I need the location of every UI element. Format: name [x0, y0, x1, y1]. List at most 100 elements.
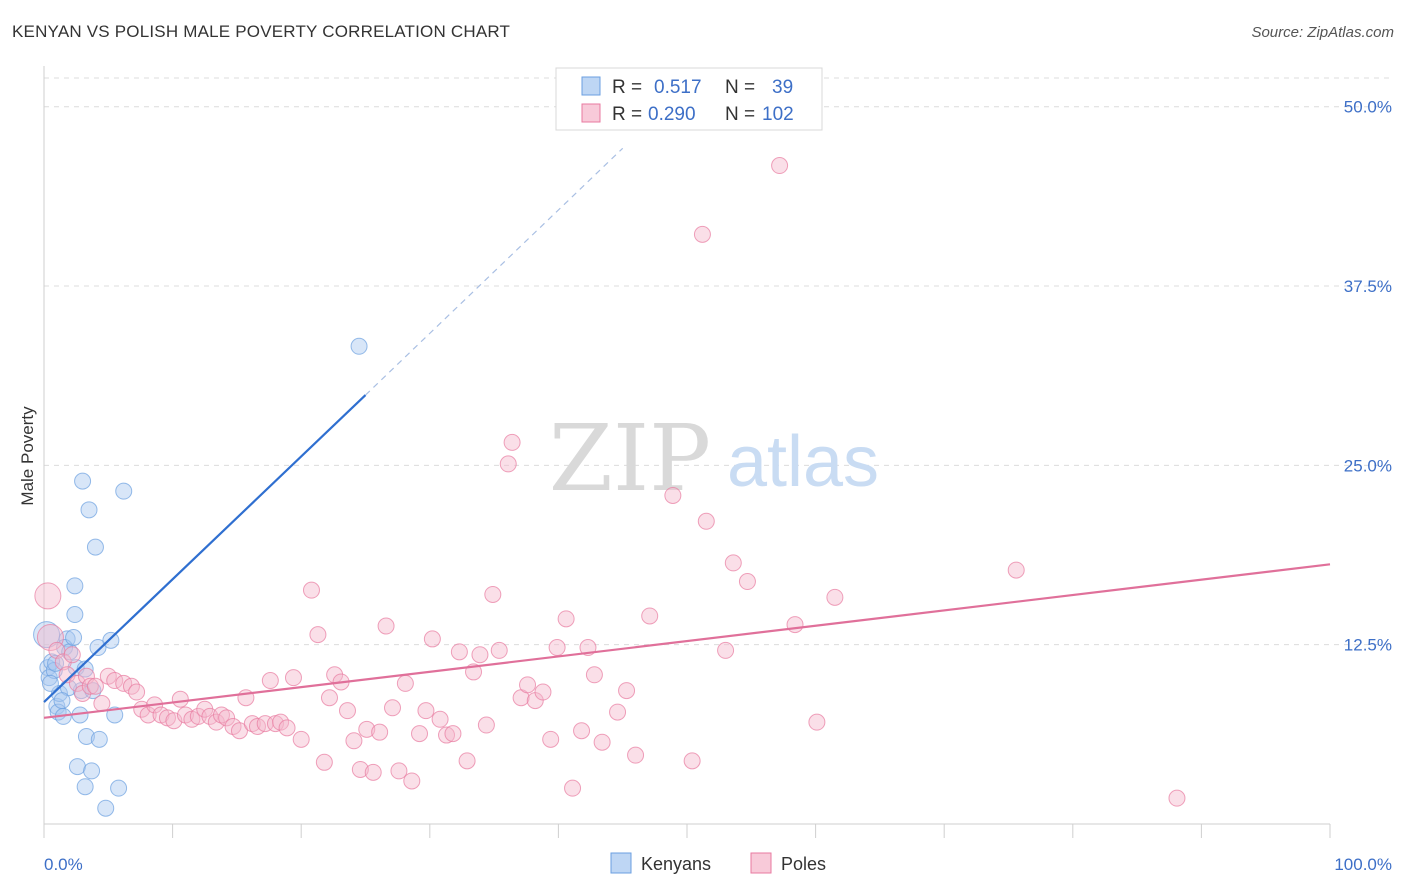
poles-point-42	[284, 669, 302, 687]
axes	[43, 66, 1331, 838]
source-credit: Source: ZipAtlas.com	[1251, 24, 1394, 41]
poles-point-89	[618, 682, 636, 700]
poles-point-65	[438, 726, 456, 744]
poles-point-79	[534, 683, 552, 701]
kenyans-point-31	[110, 779, 128, 797]
poles-point-70	[471, 646, 489, 664]
legend-swatch-poles	[581, 103, 601, 123]
watermark: ZIP atlas	[549, 405, 879, 512]
poles-point-63	[423, 630, 441, 648]
poles-point-77	[519, 676, 537, 694]
poles-point-6	[68, 674, 86, 692]
kenyans-point-33	[115, 482, 133, 500]
poles-point-91	[641, 607, 659, 625]
poles-point-71	[477, 716, 495, 734]
poles-point-58	[390, 762, 408, 780]
poles-point-68	[458, 752, 476, 770]
poles-point-47	[320, 689, 338, 707]
kenyans-points	[33, 337, 368, 817]
poles-point-33	[230, 722, 248, 740]
y-tick-label-0: 12.5%	[1344, 636, 1392, 655]
poles-point-84	[573, 722, 591, 740]
poles-point-44	[302, 581, 320, 599]
kenyans-point-38	[53, 692, 71, 710]
chart-title: KENYAN VS POLISH MALE POVERTY CORRELATIO…	[12, 22, 511, 41]
poles-point-73	[490, 641, 508, 659]
legend-r-value-poles: 0.290	[648, 104, 696, 125]
watermark-zip: ZIP	[549, 405, 711, 512]
poles-point-31	[218, 709, 236, 727]
poles-point-52	[351, 760, 369, 778]
kenyans-point-11	[61, 643, 79, 661]
y-axis-label: Male Poverty	[18, 406, 37, 506]
poles-point-55	[371, 723, 389, 741]
poles-point-61	[411, 725, 429, 743]
poles-point-38	[261, 672, 279, 690]
poles-point-100	[786, 616, 804, 634]
poles-point-56	[377, 617, 395, 635]
poles-point-60	[403, 772, 421, 790]
y-tick-label-1: 25.0%	[1344, 456, 1392, 475]
bottom-legend: Kenyans Poles	[610, 852, 826, 874]
legend-swatch-kenyans	[581, 76, 601, 96]
poles-point-5	[63, 646, 81, 664]
kenyans-point-20	[80, 501, 98, 519]
kenyans-point-3	[45, 661, 63, 679]
kenyans-trend-line	[43, 394, 367, 703]
poles-point-87	[593, 733, 611, 751]
poles-point-86	[585, 666, 603, 684]
kenyans-point-19	[74, 472, 92, 490]
y-tick-label-2: 37.5%	[1344, 277, 1392, 296]
poles-point-41	[278, 719, 296, 737]
kenyans-point-13	[66, 606, 84, 624]
poles-point-66	[444, 725, 462, 743]
kenyans-point-32	[97, 799, 115, 817]
poles-point-96	[717, 641, 735, 659]
poles-point-40	[272, 713, 290, 731]
kenyans-point-26	[68, 758, 86, 776]
poles-point-98	[738, 573, 756, 591]
poles-point-97	[724, 554, 742, 572]
poles-trend-line	[43, 563, 1331, 719]
kenyans-point-37	[41, 674, 59, 692]
poles-point-81	[548, 639, 566, 657]
poles-point-102	[826, 588, 844, 606]
poles-point-18	[139, 706, 157, 724]
poles-point-59	[396, 674, 414, 692]
poles-point-35	[243, 715, 261, 733]
poles-point-80	[542, 730, 560, 748]
bottom-legend-swatch-kenyans	[610, 852, 632, 874]
poles-point-62	[417, 702, 435, 720]
kenyans-point-22	[86, 538, 104, 556]
legend-n-value-poles: 102	[762, 104, 794, 125]
poles-point-10	[86, 677, 104, 695]
kenyans-point-4	[33, 621, 61, 649]
poles-point-101	[808, 713, 826, 731]
kenyans-point-25	[90, 730, 108, 748]
poles-point-99	[771, 157, 789, 175]
kenyans-point-34	[350, 337, 368, 355]
legend-r-value-kenyans: 0.517	[654, 77, 702, 98]
kenyans-point-14	[66, 577, 84, 595]
legend-r-label-poles: R =	[612, 104, 642, 125]
bottom-legend-label-poles: Poles	[781, 854, 826, 874]
bottom-legend-label-kenyans: Kenyans	[641, 854, 711, 874]
poles-point-11	[93, 694, 111, 712]
poles-point-95	[697, 512, 715, 530]
legend-r-label-kenyans: R =	[612, 77, 642, 98]
poles-point-82	[557, 610, 575, 628]
poles-point-43	[292, 730, 310, 748]
tick-labels: 12.5% 25.0% 37.5% 50.0% 0.0% 100.0%	[44, 98, 1392, 874]
poles-points	[34, 157, 1186, 807]
poles-point-90	[627, 746, 645, 764]
poles-point-30	[212, 706, 230, 724]
poles-point-103	[1007, 561, 1025, 579]
poles-point-0	[34, 582, 62, 610]
poles-point-83	[564, 779, 582, 797]
kenyans-point-24	[77, 727, 95, 745]
poles-point-72	[484, 585, 502, 603]
poles-point-3	[54, 653, 72, 671]
poles-point-92	[664, 486, 682, 504]
y-tick-label-3: 50.0%	[1344, 98, 1392, 117]
legend-n-label-poles: N =	[725, 104, 755, 125]
